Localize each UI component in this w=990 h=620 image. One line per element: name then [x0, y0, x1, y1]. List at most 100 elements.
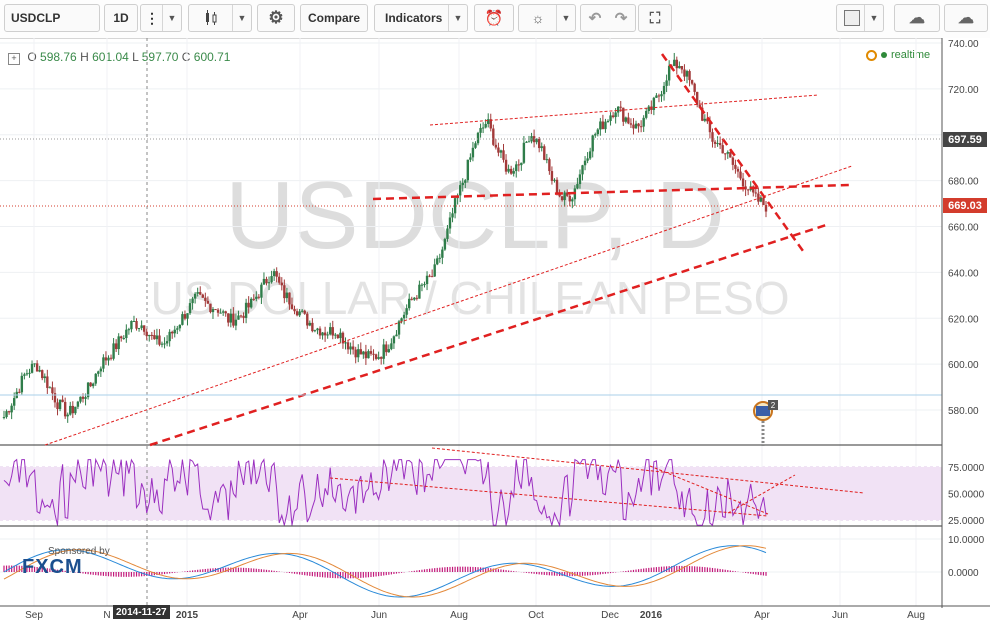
symbol-input[interactable]: USDCLP [4, 4, 100, 32]
candle-body [634, 123, 638, 129]
candle-body [655, 95, 658, 98]
fxcm-logo[interactable]: FXCM [22, 556, 83, 578]
candle-body [724, 153, 727, 155]
ideas-button[interactable]: ☼ ▼ [518, 4, 576, 32]
candle-body [698, 104, 701, 108]
watermark-symbol: USDCLP, D [225, 162, 725, 269]
candle-body [56, 402, 59, 410]
trend-lines[interactable] [44, 53, 865, 517]
trend-line-horizontal[interactable] [372, 183, 851, 201]
candle-body [662, 85, 666, 95]
layout-button[interactable]: ▼ [836, 4, 884, 32]
settings-button[interactable]: ⚙ [257, 4, 295, 32]
candle-body [476, 132, 480, 144]
candle-body [374, 354, 378, 359]
candle-body [377, 357, 380, 359]
low-label: L [132, 50, 139, 64]
trend-line-downtrend[interactable] [660, 53, 805, 252]
alert-button[interactable]: ⏰ [474, 4, 514, 32]
trend-line-lower-channel[interactable] [44, 165, 853, 446]
candle-body [410, 298, 413, 300]
candle-body [642, 117, 645, 127]
rsi-trend-upper[interactable] [431, 447, 865, 494]
toolbar: USDCLP 1D ⋮ ▼ ▼ ⚙ Compare Indicators ▼ ⏰… [0, 0, 990, 39]
price-axis[interactable]: 740.00720.00700.00680.00660.00640.00620.… [941, 38, 990, 608]
candle-body [711, 132, 714, 142]
time-tick-label: Aug [907, 610, 925, 620]
price-tick-label: 620.00 [948, 314, 979, 325]
clock-icon [866, 49, 877, 61]
candle-body [132, 320, 136, 322]
load-chart-button[interactable]: ☁ [894, 4, 940, 32]
dividend-event-marker[interactable]: 2 [753, 400, 778, 446]
time-axis[interactable]: Sep N 2015 Apr Jun Aug Oct Dec 2016 Apr Jun Aug [25, 610, 925, 620]
chevron-down-icon: ▼ [864, 5, 883, 31]
candle-body [153, 335, 156, 340]
interval-menu-button[interactable]: ⋮ ▼ [140, 4, 182, 32]
candle-body [392, 336, 396, 344]
candle-body [63, 401, 67, 417]
candle-body [627, 117, 630, 124]
candle-body [97, 371, 100, 374]
candle-body [657, 95, 661, 97]
save-chart-button[interactable]: ☁ [944, 4, 988, 32]
candle-body [74, 406, 77, 414]
candle-body [487, 119, 490, 124]
interval-button[interactable]: 1D [104, 4, 138, 32]
redo-icon[interactable]: ↷ [614, 10, 628, 27]
candle-body [637, 123, 640, 127]
candle-body [255, 296, 258, 299]
candle-body [591, 135, 594, 152]
expand-icon[interactable]: + [8, 53, 20, 65]
candle-body [660, 94, 663, 97]
indicators-button[interactable]: Indicators ▼ [374, 4, 468, 32]
trend-line-support[interactable] [149, 223, 827, 447]
rsi-trend-lower[interactable] [329, 477, 769, 517]
candle-body [79, 396, 82, 402]
candle-body [576, 184, 579, 189]
rsi-trend-short[interactable] [649, 465, 769, 515]
candle-body [402, 314, 406, 319]
open-value: 598.76 [40, 50, 77, 64]
dot-icon [881, 52, 887, 58]
candle-body [611, 115, 615, 118]
candle-body [433, 264, 436, 277]
candle-body [43, 376, 46, 379]
candle-body [354, 349, 357, 358]
candle-body [479, 128, 482, 133]
candle-body [206, 300, 210, 304]
candle-body [632, 124, 635, 129]
candle-body [604, 121, 607, 130]
candle-body [318, 328, 322, 336]
price-tick-label: 580.00 [948, 406, 979, 417]
candle-body [652, 97, 656, 110]
candle-body [701, 107, 704, 121]
chart-area[interactable]: USDCLP, D US DOLLAR / CHILEAN PESO 2 [0, 38, 990, 620]
candle-body [685, 71, 689, 77]
candle-body [390, 343, 393, 350]
candle-body [566, 192, 569, 196]
rsi-tick-label: 25.0000 [948, 516, 985, 527]
candle-body [647, 106, 650, 111]
candle-body [51, 387, 54, 394]
undo-icon[interactable]: ↶ [588, 10, 602, 27]
candle-body [321, 332, 324, 336]
chart-style-button[interactable]: ▼ [188, 4, 252, 32]
time-tick-label: Aug [450, 610, 468, 620]
macd-tick-label: 0.0000 [948, 568, 979, 579]
candle-body [430, 276, 434, 278]
candle-body [265, 278, 268, 284]
candle-body [341, 332, 345, 344]
candle-body [336, 334, 340, 339]
rsi-trend-rise[interactable] [727, 474, 796, 514]
compare-button[interactable]: Compare [300, 4, 368, 32]
candle-body [716, 143, 719, 145]
rsi-tick-label: 50.0000 [948, 490, 985, 501]
candle-body [275, 271, 278, 277]
fullscreen-button[interactable]: ⛶ [638, 4, 672, 32]
candle-body [237, 315, 240, 320]
candle-body [563, 192, 566, 201]
candle-body [2, 417, 6, 419]
candle-body [71, 405, 75, 414]
candle-body [158, 335, 161, 345]
